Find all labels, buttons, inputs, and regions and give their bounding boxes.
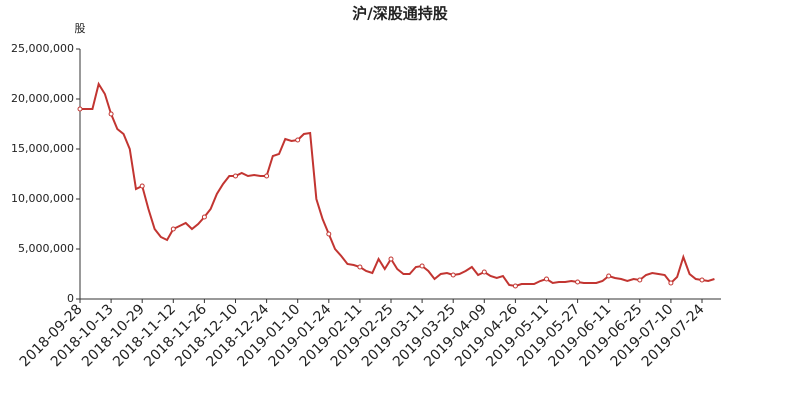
point xyxy=(668,280,674,286)
line xyxy=(80,81,715,288)
y-tick-label: 25,000,000 xyxy=(11,42,74,55)
point xyxy=(201,214,207,220)
point xyxy=(264,173,270,179)
point xyxy=(108,111,114,117)
point xyxy=(606,273,612,279)
point xyxy=(512,283,518,289)
point xyxy=(77,106,83,112)
point xyxy=(139,183,145,189)
y-tick-label: 20,000,000 xyxy=(11,92,74,105)
chart-title: 沪/深股通持股 xyxy=(352,5,448,23)
y-tick-label: 0 xyxy=(67,292,74,305)
y-tick-label: 15,000,000 xyxy=(11,142,74,155)
point xyxy=(450,272,456,278)
y-axis-label: 股 xyxy=(75,22,86,35)
point xyxy=(388,256,394,262)
point xyxy=(357,264,363,270)
point xyxy=(170,226,176,232)
point xyxy=(637,277,643,283)
point xyxy=(481,269,487,275)
point xyxy=(233,173,238,179)
point xyxy=(544,276,549,282)
point xyxy=(295,137,301,143)
y-tick-label: 10,000,000 xyxy=(11,192,74,205)
y-tick-label: 5,000,000 xyxy=(18,242,74,255)
point xyxy=(575,279,581,285)
point xyxy=(326,231,332,237)
point xyxy=(699,277,705,283)
point xyxy=(419,263,425,269)
